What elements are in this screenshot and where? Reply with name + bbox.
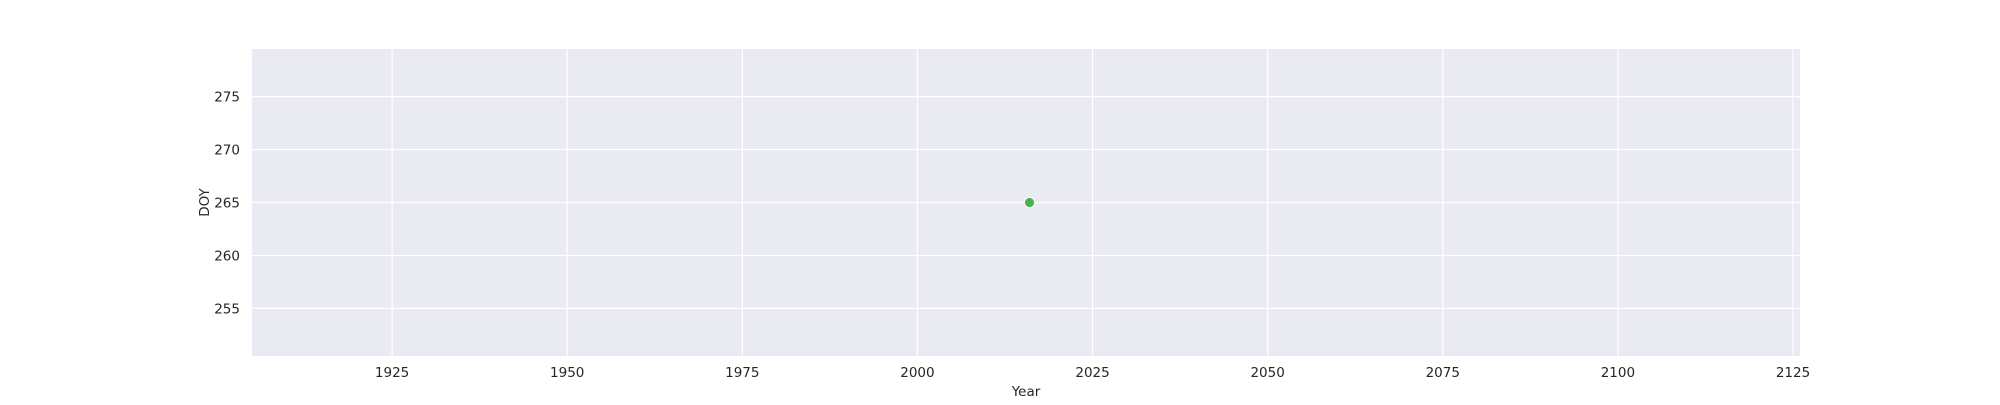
y-tick-label: 255: [214, 301, 240, 317]
x-tick-label: 1950: [550, 365, 584, 381]
x-axis-label: Year: [1011, 384, 1041, 400]
x-tick-label: 2050: [1250, 365, 1284, 381]
y-tick-label: 270: [214, 143, 240, 159]
y-axis-label: DOY: [197, 187, 213, 216]
x-tick-label: 2100: [1601, 365, 1635, 381]
x-tick-label: 2025: [1075, 365, 1109, 381]
x-tick-label: 2000: [900, 365, 934, 381]
x-tick-label: 1975: [725, 365, 759, 381]
x-tick-label: 2125: [1776, 365, 1810, 381]
data-point: [1024, 197, 1035, 208]
grid-lines: [252, 49, 1800, 356]
x-tick-label: 1925: [375, 365, 409, 381]
data-points: [1024, 197, 1035, 208]
tick-labels: 1925 1950 1975 2000 2025 2050 2075 2100 2125 255 2…: [214, 90, 1810, 381]
y-tick-label: 275: [214, 90, 240, 106]
y-tick-label: 265: [214, 196, 240, 212]
x-tick-label: 2075: [1426, 365, 1460, 381]
y-tick-label: 260: [214, 248, 240, 264]
